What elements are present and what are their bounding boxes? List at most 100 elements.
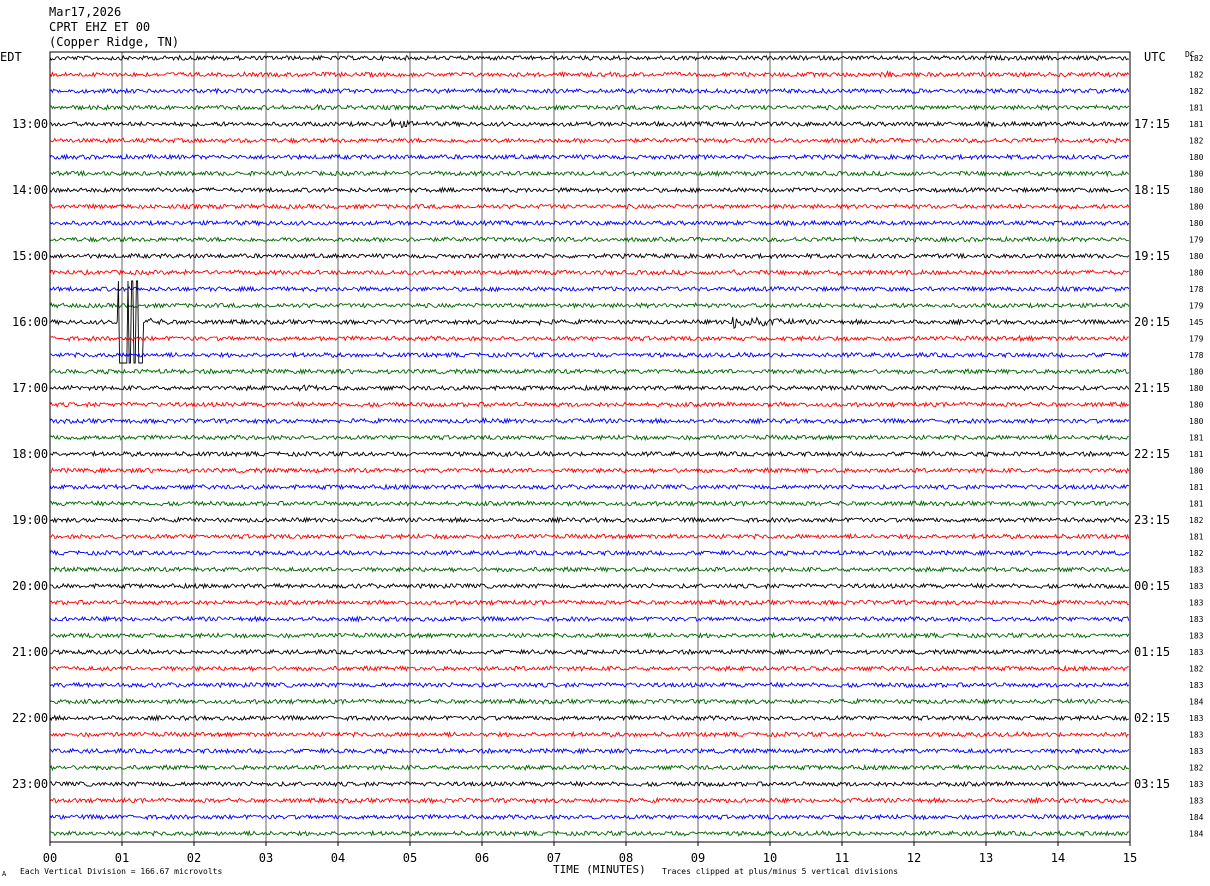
dc-offset-value: 183 — [1189, 747, 1204, 756]
seismic-trace — [49, 235, 1129, 244]
x-axis-title: TIME (MINUTES) — [553, 863, 646, 876]
edt-hour-label: 18:00 — [12, 447, 48, 461]
dc-offset-value: 181 — [1189, 450, 1204, 459]
x-tick-label: 09 — [691, 851, 705, 865]
seismic-trace — [49, 285, 1130, 293]
utc-hour-label: 18:15 — [1134, 183, 1170, 197]
x-tick-labels: 00 01 02 03 04 05 06 07 08 09 10 11 12 13 14 15 — [43, 842, 1137, 865]
seismic-trace — [49, 648, 1130, 656]
seismic-trace — [49, 664, 1129, 673]
edt-axis-label: EDT — [0, 50, 22, 64]
seismic-trace — [49, 714, 1130, 722]
seismic-trace — [49, 268, 1129, 277]
dc-offset-value: 182 — [1189, 87, 1204, 96]
edt-hour-labels: 13:00 14:00 15:00 16:00 17:00 18:00 19:00 20:00… — [12, 117, 48, 791]
seismic-trace — [49, 681, 1130, 689]
dc-offset-value: 182 — [1189, 764, 1204, 773]
header-location: (Copper Ridge, TN) — [49, 35, 179, 49]
x-tick-label: 10 — [763, 851, 777, 865]
seismic-trace — [49, 483, 1130, 491]
x-tick-label: 07 — [547, 851, 561, 865]
seismic-trace — [49, 615, 1130, 623]
seismic-trace — [49, 351, 1130, 359]
dc-offset-value: 182 — [1189, 549, 1204, 558]
seismic-trace — [49, 219, 1130, 227]
dc-offset-value: 182 — [1189, 54, 1204, 63]
dc-offset-value: 183 — [1189, 615, 1204, 624]
seismic-trace — [49, 499, 1130, 508]
dc-offset-value: 181 — [1189, 533, 1204, 542]
dc-offset-value: 178 — [1189, 285, 1204, 294]
dc-offset-value: 181 — [1189, 500, 1204, 509]
edt-hour-label: 13:00 — [12, 117, 48, 131]
clip-note: Traces clipped at plus/minus 5 vertical … — [662, 867, 898, 876]
x-tick-label: 00 — [43, 851, 57, 865]
dc-offset-value: 179 — [1189, 302, 1204, 311]
dc-offset-value: 182 — [1189, 137, 1204, 146]
x-tick-label: 03 — [259, 851, 273, 865]
dc-offset-value: 180 — [1189, 368, 1204, 377]
seismic-trace — [49, 582, 1129, 590]
x-tick-label: 05 — [403, 851, 417, 865]
x-tick-label: 13 — [979, 851, 993, 865]
seismic-trace — [49, 747, 1130, 755]
utc-hour-label: 00:15 — [1134, 579, 1170, 593]
scale-note: Each Vertical Division = 166.67 microvol… — [20, 867, 222, 876]
dc-offset-value: 183 — [1189, 582, 1204, 591]
dc-offset-value: 184 — [1189, 830, 1204, 839]
seismic-trace — [49, 631, 1130, 640]
seismic-trace — [49, 450, 1130, 458]
edt-hour-label: 20:00 — [12, 579, 48, 593]
seismic-trace — [50, 829, 1129, 838]
dc-offset-value: 180 — [1189, 203, 1204, 212]
x-tick-label: 14 — [1051, 851, 1065, 865]
seismic-trace — [49, 70, 1130, 79]
header-date: Mar17,2026 — [49, 5, 121, 19]
dc-offset-value: 181 — [1189, 483, 1204, 492]
seismic-trace — [49, 730, 1129, 738]
seismic-trace — [49, 137, 1130, 144]
dc-offset-value: 181 — [1189, 120, 1204, 129]
edt-hour-label: 15:00 — [12, 249, 48, 263]
seismic-trace — [49, 516, 1130, 524]
seismic-trace — [49, 54, 1129, 62]
dc-offset-value: 183 — [1189, 780, 1204, 789]
seismic-trace — [49, 467, 1130, 475]
dc-offset-value: 183 — [1189, 681, 1204, 690]
x-tick-label: 12 — [907, 851, 921, 865]
seismic-trace — [49, 87, 1130, 95]
seismic-trace — [49, 118, 1129, 128]
utc-hour-label: 03:15 — [1134, 777, 1170, 791]
header-station: CPRT EHZ ET 00 — [49, 20, 150, 34]
dc-offset-value: 184 — [1189, 698, 1204, 707]
dc-offset-value: 180 — [1189, 467, 1204, 476]
dc-offset-value: 183 — [1189, 566, 1204, 575]
seismic-trace — [49, 549, 1130, 557]
seismic-trace — [49, 763, 1130, 772]
dc-offset-value: 183 — [1189, 714, 1204, 723]
seismic-trace — [49, 400, 1130, 409]
seismic-trace — [49, 780, 1129, 788]
edt-hour-label: 22:00 — [12, 711, 48, 725]
dc-offset-value: 183 — [1189, 797, 1204, 806]
dc-offset-value: 181 — [1189, 104, 1204, 113]
dc-offset-value: 179 — [1189, 236, 1204, 245]
plot-frame — [49, 51, 1131, 843]
dc-offset-value: 180 — [1189, 417, 1204, 426]
seismic-trace — [49, 186, 1130, 194]
dc-offset-value: 180 — [1189, 269, 1204, 278]
trace-group — [49, 54, 1130, 838]
x-tick-label: 08 — [619, 851, 633, 865]
dc-offset-value: 145 — [1189, 318, 1204, 327]
x-tick-label: 01 — [115, 851, 129, 865]
dc-offset-value: 183 — [1189, 599, 1204, 608]
seismic-trace — [49, 103, 1130, 112]
seismic-trace — [49, 697, 1130, 706]
seismic-trace — [49, 202, 1130, 211]
dc-offset-value: 183 — [1189, 632, 1204, 641]
dc-offset-value: 180 — [1189, 186, 1204, 195]
dc-offset-value: 183 — [1189, 648, 1204, 657]
seismic-trace — [49, 813, 1130, 821]
